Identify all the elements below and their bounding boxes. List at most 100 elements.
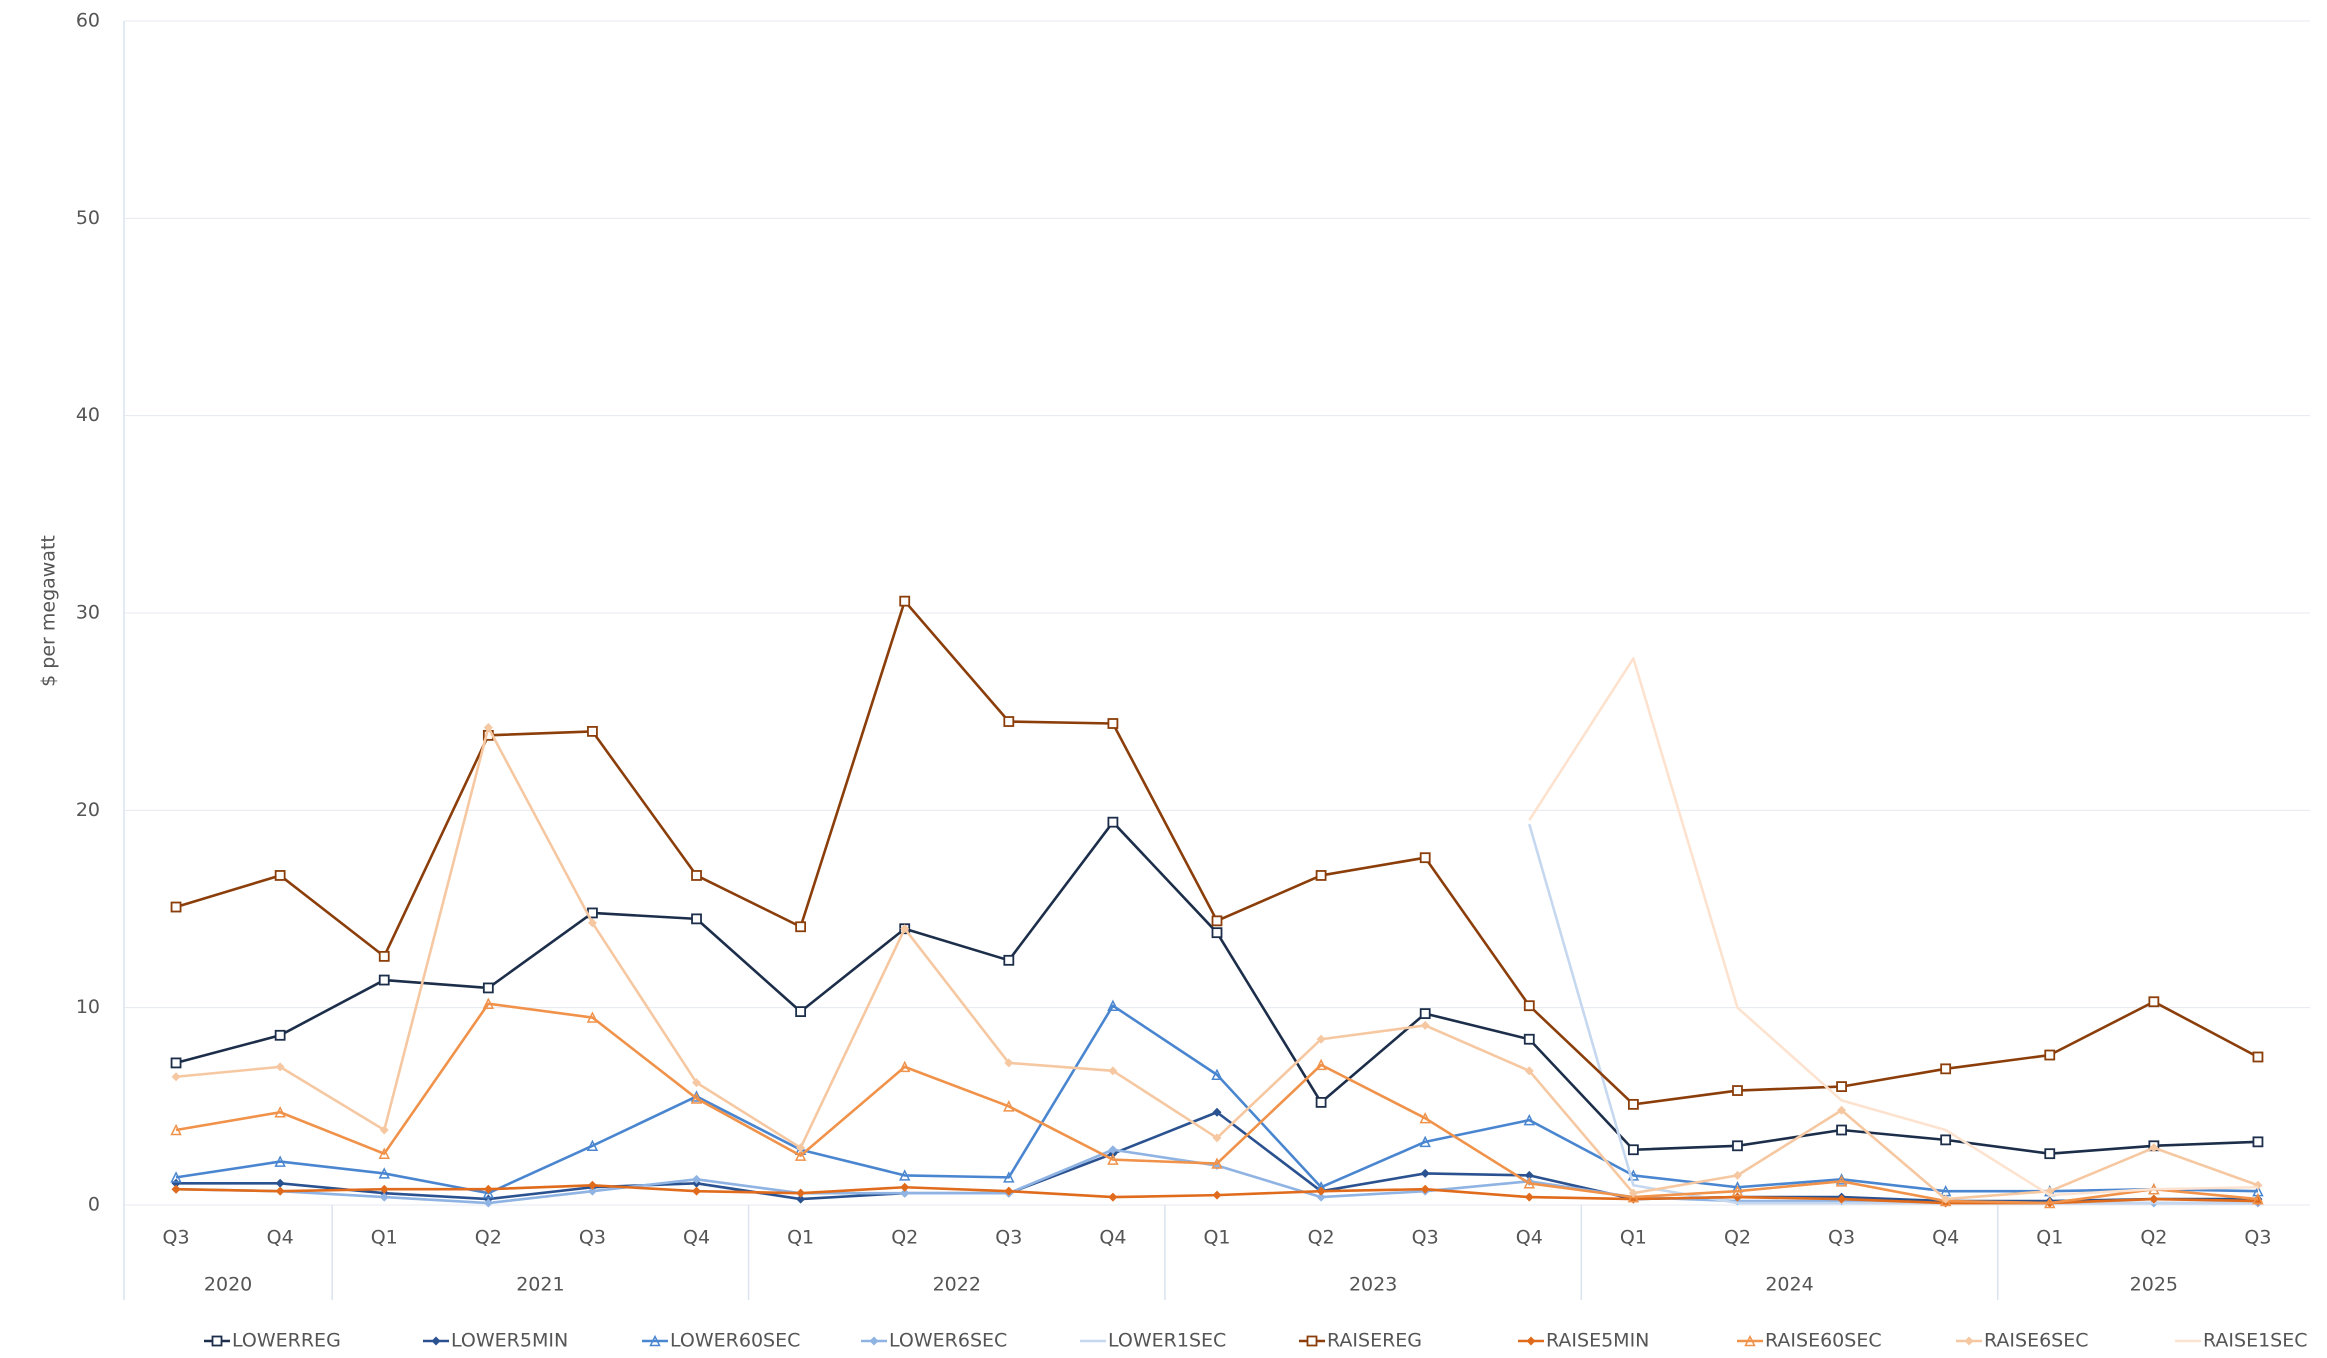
marker [900, 924, 910, 934]
marker [2149, 1194, 2159, 1204]
marker [1835, 1173, 1848, 1185]
marker [274, 1029, 286, 1041]
legend-label: RAISEREG [1327, 1330, 1422, 1352]
marker [2252, 1192, 2264, 1205]
marker [1211, 927, 1223, 939]
marker [1003, 954, 1015, 966]
marker [692, 1078, 702, 1088]
x-tick-label: Q4 [267, 1227, 294, 1249]
marker [170, 1123, 182, 1136]
marker [1211, 915, 1223, 927]
marker [1964, 1336, 1974, 1346]
marker [1108, 1066, 1118, 1076]
x-tick-label: Q2 [1308, 1227, 1335, 1249]
x-tick-label: Q1 [1203, 1227, 1230, 1249]
marker [379, 1125, 389, 1135]
marker [1524, 1192, 1534, 1202]
marker [1732, 1085, 1743, 1096]
x-tick-label: Q4 [1932, 1227, 1959, 1249]
marker [2044, 1148, 2056, 1160]
marker [170, 901, 182, 913]
legend-label: RAISE60SEC [1765, 1330, 1882, 1352]
marker [1419, 1008, 1431, 1019]
marker [379, 1192, 389, 1202]
x-tick-label: Q3 [2244, 1227, 2271, 1249]
series-line [175, 599, 2259, 1106]
y-tick-label: 60 [76, 10, 100, 32]
marker [1941, 1194, 1951, 1204]
marker [1835, 1175, 1848, 1187]
marker [1419, 1135, 1431, 1148]
marker [1316, 1034, 1326, 1044]
marker [796, 1143, 806, 1153]
legend-label: LOWERREG [232, 1330, 341, 1352]
y-tick-label: 50 [76, 207, 100, 229]
marker [2148, 996, 2160, 1008]
marker [692, 1186, 702, 1196]
marker [900, 1182, 910, 1192]
marker [483, 1198, 493, 1208]
marker [1004, 1058, 1014, 1068]
marker [1420, 1168, 1430, 1178]
marker [900, 1188, 910, 1198]
series-line [175, 1002, 2259, 1205]
marker [275, 1062, 285, 1072]
marker [1211, 1157, 1223, 1169]
marker [274, 1106, 286, 1118]
marker [1211, 1068, 1223, 1081]
marker [899, 1060, 911, 1073]
marker [587, 1180, 597, 1190]
marker [794, 1149, 807, 1161]
marker [1003, 1171, 1015, 1183]
marker [1526, 1336, 1536, 1346]
y-tick-label: 20 [76, 799, 100, 821]
legend-label: RAISE1SEC [2203, 1330, 2308, 1352]
x-tick-label: Q3 [995, 1227, 1022, 1249]
x-tick-label: Q4 [1516, 1227, 1543, 1249]
marker [2044, 1196, 2056, 1209]
marker [692, 1174, 702, 1184]
marker [275, 1186, 285, 1196]
marker [1306, 1335, 1318, 1347]
marker [1107, 999, 1119, 1011]
marker [1627, 1144, 1639, 1156]
marker [586, 1011, 599, 1023]
x-tick-label: Q3 [163, 1227, 190, 1249]
marker [482, 1186, 495, 1199]
marker [274, 870, 286, 881]
marker [379, 1184, 389, 1194]
marker [1523, 1113, 1536, 1126]
marker [1315, 1058, 1327, 1071]
marker [796, 1194, 806, 1204]
marker [1212, 1107, 1222, 1117]
marker [1107, 718, 1119, 729]
marker [795, 921, 807, 933]
marker [1316, 1186, 1326, 1196]
series-line [1528, 823, 2258, 1205]
marker [1107, 816, 1119, 828]
x-tick-label: Q2 [2140, 1227, 2167, 1249]
marker [587, 1186, 597, 1196]
marker [1732, 1140, 1743, 1152]
legend-label: LOWER1SEC [1108, 1330, 1226, 1352]
marker [869, 1336, 879, 1346]
marker [171, 1184, 181, 1194]
marker [1628, 1188, 1638, 1198]
marker [1836, 1081, 1847, 1092]
legend-label: LOWER6SEC [889, 1330, 1007, 1352]
x-tick-label: Q3 [1828, 1227, 1855, 1249]
legend-label: LOWER5MIN [451, 1330, 568, 1352]
marker [587, 918, 597, 928]
marker [1836, 1124, 1847, 1136]
marker [1316, 1192, 1326, 1202]
marker [690, 1092, 703, 1104]
marker [378, 974, 390, 986]
marker [1003, 1100, 1015, 1112]
marker [899, 1169, 911, 1181]
marker [483, 1184, 493, 1194]
x-tick-label: Q2 [475, 1227, 502, 1249]
marker [171, 1072, 181, 1082]
marker [1420, 1184, 1430, 1194]
series-line [175, 1004, 2258, 1195]
x-tick-label: Q3 [579, 1227, 606, 1249]
